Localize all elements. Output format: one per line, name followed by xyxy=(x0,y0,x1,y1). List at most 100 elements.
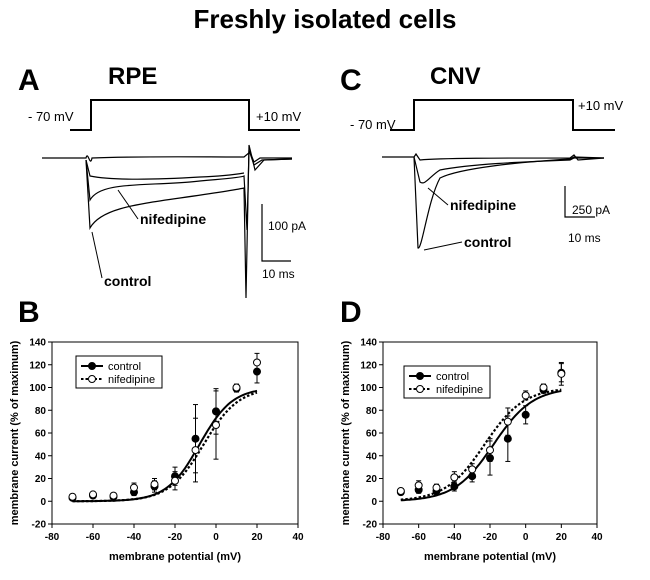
panel-c-traces xyxy=(382,152,605,249)
panel-c-name: CNV xyxy=(430,63,481,90)
panel-c-scale-bar xyxy=(564,186,595,218)
chart-b-point-nifedipine xyxy=(130,483,138,492)
panel-c: C CNV - 70 mV +10 mV nifedipine control … xyxy=(340,63,623,251)
chart-d-y-tick-label: -20 xyxy=(363,520,378,531)
panel-c-trace-baseline xyxy=(382,152,605,161)
chart-d-legend-label-nifedipine: nifedipine xyxy=(436,384,483,396)
chart-b-y-tick-label: 100 xyxy=(29,383,46,394)
chart-d-y-tick-label: 120 xyxy=(360,360,377,371)
chart-d-x-tick-label: 0 xyxy=(523,532,529,543)
chart-d-x-tick-label: 20 xyxy=(556,532,568,543)
chart-d-point-nifedipine xyxy=(414,481,423,490)
panel-c-trace-nifedipine xyxy=(413,156,604,184)
chart-b-x-tick-label: -40 xyxy=(127,532,142,543)
panel-c-holding-voltage: - 70 mV xyxy=(350,117,396,132)
chart-b-point-nifedipine xyxy=(191,446,200,455)
chart-b-point-nifedipine xyxy=(212,421,220,430)
chart-b-point-nifedipine xyxy=(253,358,261,367)
panel-a-scale-time: 10 ms xyxy=(262,267,295,281)
panel-a-step-voltage: +10 mV xyxy=(256,109,301,124)
panel-c-pointer-control xyxy=(423,241,463,251)
chart-b-point-nifedipine xyxy=(68,492,77,501)
panel-a-pointer-nifedipine xyxy=(117,189,139,220)
chart-d-point-nifedipine xyxy=(450,473,459,482)
chart-d-point-nifedipine xyxy=(432,483,441,492)
panel-c-step-voltage: +10 mV xyxy=(578,98,623,113)
chart-d-legend-label-control: control xyxy=(436,371,469,383)
figure-title: Freshly isolated cells xyxy=(193,4,457,34)
chart-d-point-control xyxy=(521,410,530,419)
chart-b-x-tick-label: -60 xyxy=(86,532,101,543)
chart-b-legend xyxy=(75,355,163,389)
panel-a-voltage-protocol xyxy=(70,99,300,131)
panel-c-pointer-nifedipine xyxy=(427,187,449,206)
chart-d-x-tick-label: -40 xyxy=(447,532,462,543)
panel-a-trace-control xyxy=(85,144,293,299)
chart-b-y-axis-label: membrane current (% of maximum) xyxy=(9,340,21,525)
chart-b-x-axis-label: membrane potential (mV) xyxy=(109,551,241,563)
chart-b-x-tick-label: 20 xyxy=(251,532,263,543)
panel-a: A RPE - 70 mV +10 mV nifedipine control … xyxy=(18,63,306,299)
panel-d-letter: D xyxy=(340,296,362,329)
panel-a-trace-nifedipine xyxy=(85,149,293,231)
chart-b-legend-label-control: control xyxy=(108,361,141,373)
chart-b-x-tick-label: -20 xyxy=(168,532,183,543)
chart-d-x-axis-label: membrane potential (mV) xyxy=(424,551,556,563)
chart-d-x-tick-label: -60 xyxy=(411,532,426,543)
chart-d-x-tick-label: -80 xyxy=(376,532,391,543)
chart-b-y-tick-label: 40 xyxy=(35,451,47,462)
chart-d-y-tick-label: 20 xyxy=(366,474,378,485)
chart-d-point-nifedipine xyxy=(468,465,477,474)
chart-b-y-tick-label: 80 xyxy=(35,406,47,417)
chart-b-y-tick-label: 140 xyxy=(29,338,46,349)
chart-b-y-tick-label: 120 xyxy=(29,360,46,371)
panel-a-letter: A xyxy=(18,64,40,97)
panel-c-label-control: control xyxy=(464,234,511,250)
chart-b-point-nifedipine xyxy=(109,491,118,500)
panel-a-label-nifedipine: nifedipine xyxy=(140,211,206,227)
chart-b: -80 -60 -40 -20 0 20 40 -20 0 20 40 60 80 100 120 140 me… xyxy=(9,338,304,564)
panel-c-trace-control xyxy=(413,156,605,249)
panel-a-trace-mid xyxy=(85,159,245,180)
chart-d-y-tick-label: 0 xyxy=(371,497,377,508)
chart-d-legend xyxy=(403,365,491,399)
chart-d: -80 -60 -40 -20 0 20 40 -20 0 20 40 60 80 100 120 140 me… xyxy=(340,338,603,564)
panel-c-voltage-protocol xyxy=(390,99,615,131)
chart-b-y-tick-label: -20 xyxy=(32,520,47,531)
panel-a-trace-baseline xyxy=(42,151,292,163)
chart-d-point-nifedipine xyxy=(396,487,405,496)
chart-d-x-tick-label: 40 xyxy=(591,532,603,543)
chart-d-point-nifedipine xyxy=(503,417,512,426)
chart-d-y-tick-label: 80 xyxy=(366,406,378,417)
chart-b-x-tick-label: 40 xyxy=(292,532,304,543)
chart-d-x-tick-label: -20 xyxy=(483,532,498,543)
chart-d-point-nifedipine xyxy=(557,369,566,378)
chart-b-point-nifedipine xyxy=(89,490,97,499)
panel-a-traces xyxy=(42,144,293,299)
chart-d-point-control xyxy=(450,482,459,491)
chart-d-point-nifedipine xyxy=(486,446,494,455)
chart-b-legend-label-nifedipine: nifedipine xyxy=(108,374,155,386)
chart-b-y-tick-label: 60 xyxy=(35,429,47,440)
chart-d-y-tick-label: 40 xyxy=(366,451,378,462)
chart-b-x-tick-label: 0 xyxy=(213,532,219,543)
panel-c-scale-time: 10 ms xyxy=(568,231,601,245)
chart-d-point-control xyxy=(503,434,512,443)
chart-b-legend-marker-control xyxy=(88,362,96,370)
panel-c-scale-current: 250 pA xyxy=(572,203,610,217)
chart-d-legend-marker-control xyxy=(416,372,424,380)
panel-a-label-control: control xyxy=(104,273,151,289)
chart-d-y-axis-label: membrane current (% of maximum) xyxy=(340,340,352,525)
chart-b-y-tick-label: 0 xyxy=(40,497,46,508)
panel-a-holding-voltage: - 70 mV xyxy=(28,109,74,124)
chart-b-fit-nifedipine xyxy=(72,391,258,503)
panel-a-scale-bar xyxy=(261,204,291,262)
panel-a-scale-current: 100 pA xyxy=(268,219,306,233)
chart-b-legend-marker-nifedipine xyxy=(88,375,96,383)
chart-d-y-tick-label: 60 xyxy=(366,429,378,440)
panel-c-letter: C xyxy=(340,64,362,97)
panel-c-label-nifedipine: nifedipine xyxy=(450,197,516,213)
chart-b-y-tick-label: 20 xyxy=(35,474,47,485)
chart-d-point-nifedipine xyxy=(521,391,530,400)
